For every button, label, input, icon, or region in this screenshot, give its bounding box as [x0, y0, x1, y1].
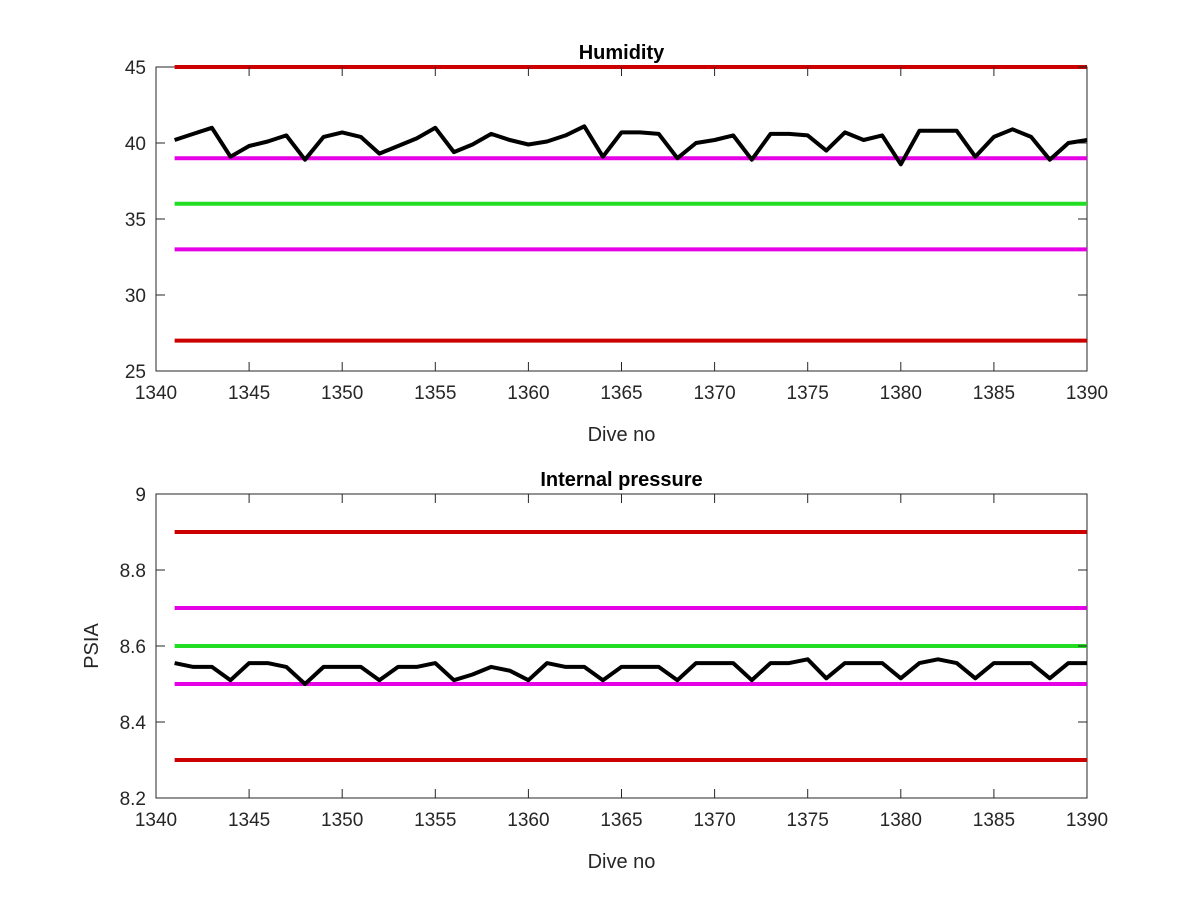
x-tick-label: 1360	[507, 810, 549, 831]
x-tick-label: 1375	[787, 383, 829, 404]
plot-panel-1: 1340 1345 1350 1355 1360 1365 1370 1375 1380 1385…	[125, 42, 1108, 446]
x-tick-label: 1350	[321, 383, 363, 404]
y-tick-label: 25	[125, 362, 146, 383]
x-tick-label: 1385	[973, 810, 1015, 831]
x-tick-label: 1365	[600, 810, 642, 831]
x-axis-label: Dive no	[588, 851, 656, 873]
axes-box	[155, 66, 1088, 372]
x-tick-label: 1345	[228, 810, 270, 831]
data-series-line	[174, 657, 1087, 686]
x-tick-label: 1370	[693, 383, 735, 404]
x-tick-label: 1375	[787, 810, 829, 831]
x-tick-label: 1340	[135, 810, 177, 831]
y-tick-label: 8.4	[120, 713, 147, 734]
y-tick-label: 30	[125, 286, 146, 307]
y-tick-label: 8.8	[120, 561, 146, 582]
x-tick-label: 1390	[1066, 383, 1108, 404]
x-tick-label: 1345	[228, 383, 270, 404]
y-tick-label: 8.2	[120, 789, 146, 810]
y-axis-label: PSIA	[81, 623, 103, 669]
y-tick-label: 40	[125, 134, 146, 155]
x-tick-label: 1380	[880, 383, 922, 404]
y-tick-label: 9	[135, 485, 146, 506]
plot-title: Internal pressure	[540, 469, 702, 491]
x-tick-label: 1365	[600, 383, 642, 404]
x-tick-label: 1360	[507, 383, 549, 404]
x-tick-label: 1340	[135, 383, 177, 404]
x-tick-label: 1350	[321, 810, 363, 831]
x-tick-label: 1370	[693, 810, 735, 831]
y-tick-label: 8.6	[120, 637, 146, 658]
x-tick-label: 1380	[880, 810, 922, 831]
x-tick-label: 1385	[973, 383, 1015, 404]
x-axis-label: Dive no	[588, 424, 656, 446]
y-tick-label: 35	[125, 210, 146, 231]
x-tick-label: 1355	[414, 383, 456, 404]
x-tick-label: 1355	[414, 810, 456, 831]
plot-title: Humidity	[579, 42, 665, 64]
x-tick-label: 1390	[1066, 810, 1108, 831]
data-series-line	[173, 124, 1088, 167]
y-tick-label: 45	[125, 58, 146, 79]
plot-panel-2: 1340 1345 1350 1355 1360 1365 1370 1375 1380 1385…	[81, 469, 1108, 873]
